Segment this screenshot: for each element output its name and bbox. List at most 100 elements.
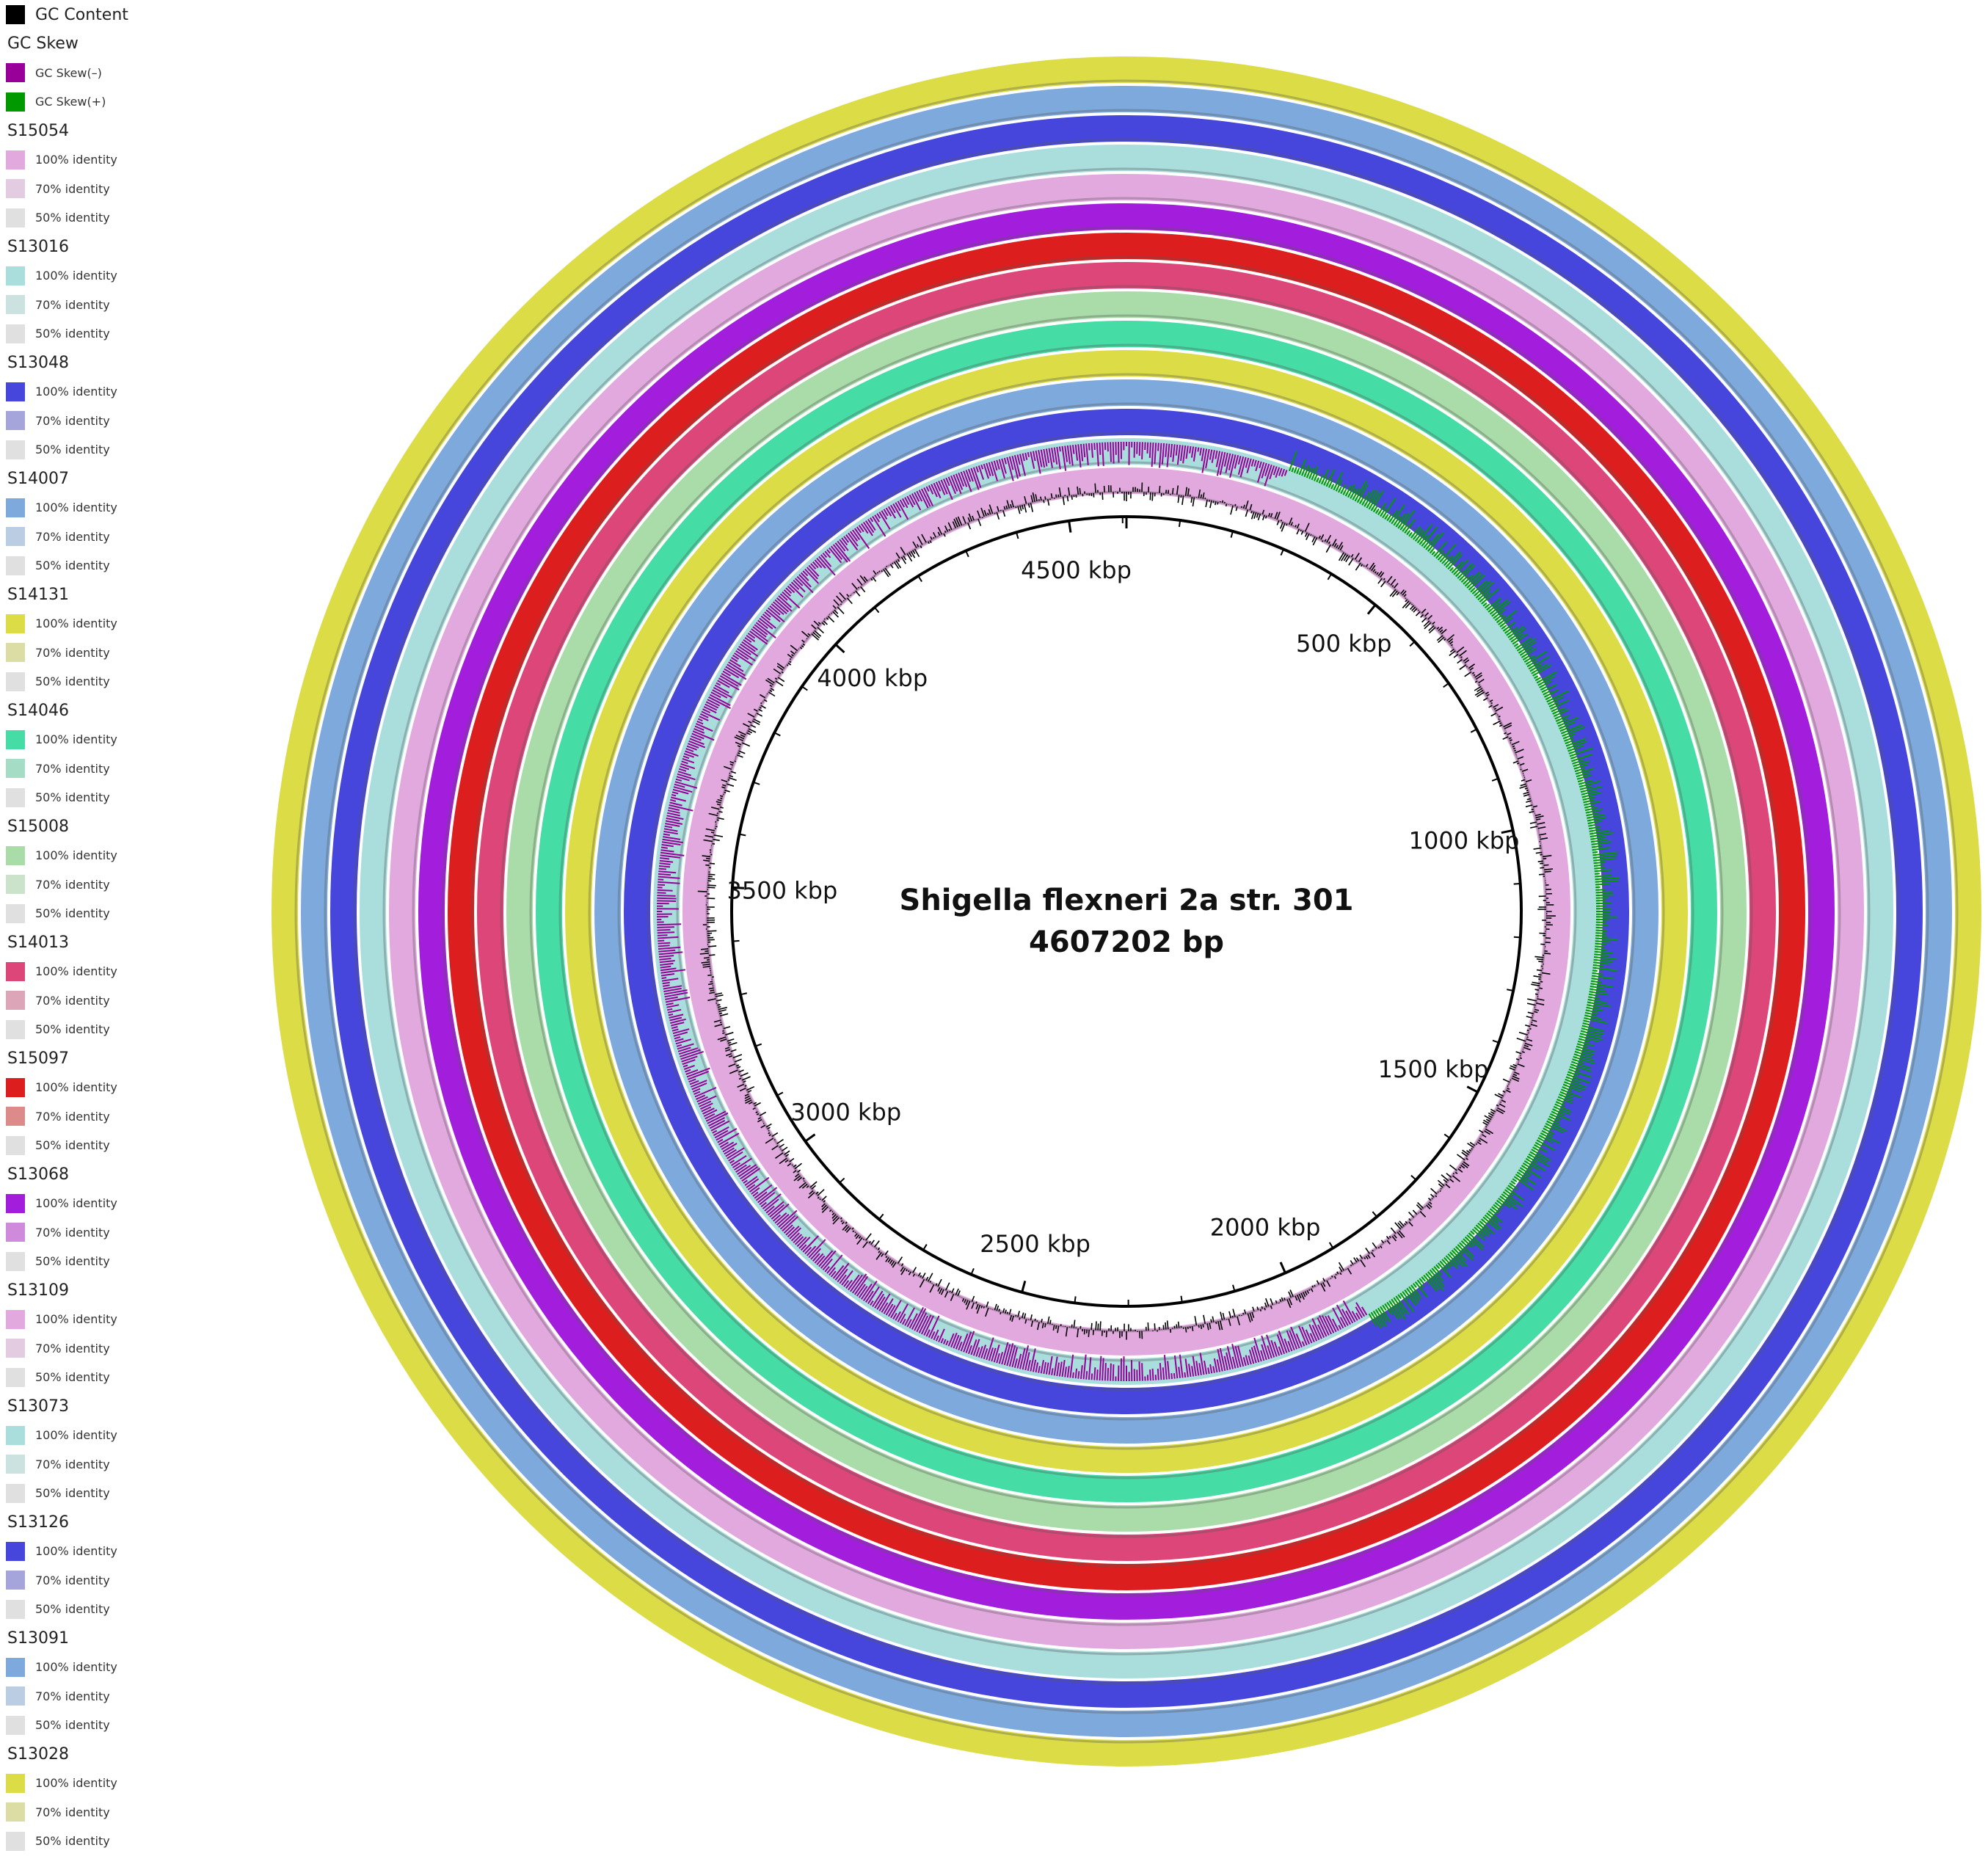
genome-title: Shigella flexneri 2a str. 301 bbox=[900, 884, 1354, 917]
legend-identity-row: 70% identity bbox=[6, 1334, 248, 1364]
legend-identity-row: 70% identity bbox=[6, 638, 248, 668]
legend-identity-row: 50% identity bbox=[6, 1363, 248, 1392]
axis-tick bbox=[1179, 520, 1180, 527]
identity-swatch bbox=[6, 208, 25, 228]
legend-strain-name: S13091 bbox=[6, 1624, 248, 1653]
identity-label: 100% identity bbox=[35, 1776, 117, 1790]
identity-swatch bbox=[6, 556, 25, 575]
identity-label: 70% identity bbox=[35, 1342, 110, 1355]
identity-swatch bbox=[6, 1802, 25, 1822]
legend-strain-name: S14013 bbox=[6, 928, 248, 958]
legend-identity-row: 70% identity bbox=[6, 1682, 248, 1711]
legend-identity-row: 100% identity bbox=[6, 841, 248, 870]
legend-identity-row: 100% identity bbox=[6, 1769, 248, 1798]
identity-swatch bbox=[6, 962, 25, 981]
identity-swatch bbox=[6, 1194, 25, 1213]
legend-strain-name: S15097 bbox=[6, 1044, 248, 1074]
legend-identity-row: 70% identity bbox=[6, 986, 248, 1016]
identity-label: 50% identity bbox=[35, 1718, 110, 1732]
identity-swatch bbox=[6, 295, 25, 314]
identity-label: 70% identity bbox=[35, 298, 110, 312]
legend-identity-row: 100% identity bbox=[6, 1537, 248, 1566]
identity-swatch bbox=[6, 759, 25, 778]
identity-swatch bbox=[6, 1832, 25, 1851]
identity-swatch bbox=[6, 1368, 25, 1387]
identity-swatch bbox=[6, 730, 25, 749]
identity-label: 100% identity bbox=[35, 616, 117, 630]
gc-skew-plus-label: GC Skew(+) bbox=[35, 95, 106, 109]
axis-tick-label: 1500 kbp bbox=[1378, 1055, 1489, 1083]
axis-tick bbox=[1514, 937, 1521, 938]
legend-strain-name: S13068 bbox=[6, 1160, 248, 1190]
legend-identity-row: 70% identity bbox=[6, 1102, 248, 1132]
identity-swatch bbox=[6, 1716, 25, 1735]
identity-label: 50% identity bbox=[35, 906, 110, 920]
axis-tick-label: 2000 kbp bbox=[1210, 1213, 1321, 1241]
identity-swatch bbox=[6, 788, 25, 807]
legend-strain-name: S13073 bbox=[6, 1392, 248, 1422]
identity-label: 100% identity bbox=[35, 1544, 117, 1558]
identity-swatch bbox=[6, 1774, 25, 1793]
legend-identity-row: 50% identity bbox=[6, 319, 248, 349]
identity-swatch bbox=[6, 411, 25, 430]
legend-strain-name: S15054 bbox=[6, 117, 248, 146]
identity-label: 100% identity bbox=[35, 385, 117, 399]
identity-label: 100% identity bbox=[35, 269, 117, 283]
legend-identity-row: 50% identity bbox=[6, 1247, 248, 1276]
legend-identity-row: 50% identity bbox=[6, 1479, 248, 1508]
identity-label: 50% identity bbox=[35, 1254, 110, 1268]
legend-identity-row: 50% identity bbox=[6, 899, 248, 928]
identity-swatch bbox=[6, 382, 25, 401]
legend-identity-row: 100% identity bbox=[6, 377, 248, 407]
identity-swatch bbox=[6, 1078, 25, 1097]
identity-swatch bbox=[6, 1455, 25, 1474]
identity-label: 70% identity bbox=[35, 1226, 110, 1240]
identity-label: 70% identity bbox=[35, 762, 110, 776]
identity-label: 50% identity bbox=[35, 1834, 110, 1848]
identity-swatch bbox=[6, 904, 25, 923]
legend-strain-name: S14046 bbox=[6, 696, 248, 726]
identity-swatch bbox=[6, 1223, 25, 1242]
identity-label: 50% identity bbox=[35, 1602, 110, 1616]
legend-identity-row: 100% identity bbox=[6, 957, 248, 986]
legend-identity-row: 100% identity bbox=[6, 493, 248, 523]
identity-swatch bbox=[6, 440, 25, 459]
legend-identity-row: 50% identity bbox=[6, 667, 248, 696]
identity-swatch bbox=[6, 1136, 25, 1155]
identity-label: 70% identity bbox=[35, 1573, 110, 1587]
identity-swatch bbox=[6, 875, 25, 894]
gc-content-swatch bbox=[6, 5, 25, 24]
legend-identity-row: 50% identity bbox=[6, 1711, 248, 1740]
identity-swatch bbox=[6, 643, 25, 662]
identity-swatch bbox=[6, 324, 25, 343]
axis-tick bbox=[733, 941, 740, 942]
axis-tick-label: 500 kbp bbox=[1296, 630, 1391, 658]
identity-label: 50% identity bbox=[35, 327, 110, 341]
identity-label: 100% identity bbox=[35, 1660, 117, 1674]
identity-swatch bbox=[6, 1484, 25, 1503]
identity-label: 100% identity bbox=[35, 732, 117, 746]
axis-tick-label: 4500 kbp bbox=[1021, 556, 1132, 584]
legend-identity-row: 100% identity bbox=[6, 1305, 248, 1334]
identity-swatch bbox=[6, 614, 25, 633]
identity-swatch bbox=[6, 266, 25, 285]
identity-swatch bbox=[6, 527, 25, 546]
identity-label: 100% identity bbox=[35, 153, 117, 167]
legend-strain-name: S13048 bbox=[6, 349, 248, 378]
legend-identity-row: 70% identity bbox=[6, 407, 248, 436]
axis-tick-label: 3500 kbp bbox=[727, 876, 838, 904]
identity-label: 50% identity bbox=[35, 1486, 110, 1500]
gc-skew-minus-swatch bbox=[6, 63, 25, 82]
legend-identity-row: 100% identity bbox=[6, 725, 248, 754]
identity-swatch bbox=[6, 1542, 25, 1561]
legend-identity-row: 100% identity bbox=[6, 1421, 248, 1450]
legend-strain-name: S14007 bbox=[6, 465, 248, 494]
legend-strain-name: S13109 bbox=[6, 1276, 248, 1306]
identity-label: 70% identity bbox=[35, 1689, 110, 1703]
axis-tick-label: 4000 kbp bbox=[817, 664, 928, 692]
legend-identity-row: 100% identity bbox=[6, 145, 248, 175]
identity-swatch bbox=[6, 150, 25, 170]
identity-swatch bbox=[6, 1658, 25, 1677]
legend-identity-row: 70% identity bbox=[6, 1798, 248, 1827]
